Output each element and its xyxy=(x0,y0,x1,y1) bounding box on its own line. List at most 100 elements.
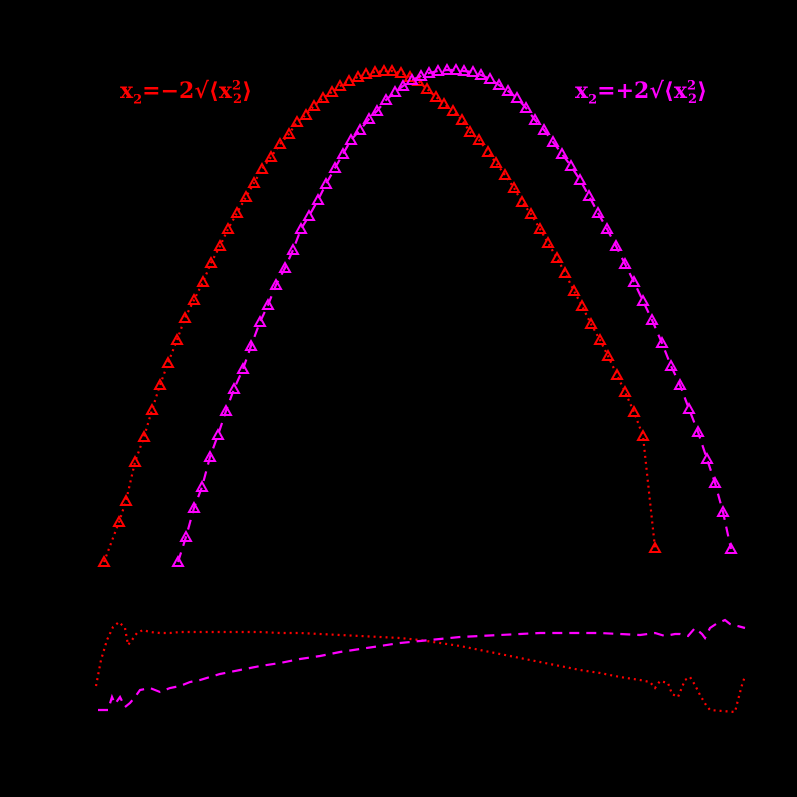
legend-plus-sub2: 2 xyxy=(688,92,698,108)
legend-plus-close: ⟩ xyxy=(697,78,708,104)
triangle-marker-icon xyxy=(137,429,151,442)
triangle-marker-icon xyxy=(319,176,333,189)
triangle-marker-icon xyxy=(515,194,529,207)
triangle-marker-icon xyxy=(593,332,607,345)
legend-plus: x2=+2√⟨x22⟩ xyxy=(575,78,707,107)
triangle-marker-icon xyxy=(498,167,512,180)
triangle-marker-icon xyxy=(524,206,538,219)
triangle-marker-icon xyxy=(437,96,451,109)
triangle-marker-icon xyxy=(664,358,678,371)
triangle-marker-icon xyxy=(328,160,342,173)
triangle-marker-icon xyxy=(627,274,641,287)
legend-minus-var: x xyxy=(120,78,134,104)
triangle-marker-icon xyxy=(501,83,515,96)
triangle-marker-icon xyxy=(388,84,402,97)
triangle-marker-icon xyxy=(307,98,321,111)
triangle-marker-icon xyxy=(255,161,269,174)
triangle-marker-icon xyxy=(278,260,292,273)
triangle-marker-icon xyxy=(555,146,569,159)
triangle-marker-icon xyxy=(230,205,244,218)
triangle-marker-icon xyxy=(655,335,669,348)
triangle-marker-icon xyxy=(336,146,350,159)
triangle-marker-icon xyxy=(396,78,410,91)
triangle-marker-icon xyxy=(344,132,358,145)
upper-series-line-1 xyxy=(176,68,733,563)
triangle-marker-icon xyxy=(507,180,521,193)
legend-plus-sub: 2 xyxy=(588,92,598,108)
triangle-marker-icon xyxy=(236,361,250,374)
triangle-marker-icon xyxy=(359,66,373,79)
triangle-marker-icon xyxy=(636,428,650,441)
triangle-marker-icon xyxy=(353,122,367,135)
lower-panel xyxy=(94,618,747,714)
triangle-marker-icon xyxy=(247,175,261,188)
triangle-marker-icon xyxy=(145,402,159,415)
triangle-marker-icon xyxy=(368,64,382,77)
triangle-marker-icon xyxy=(362,111,376,124)
triangle-marker-icon xyxy=(481,144,495,157)
upper-series-line-0 xyxy=(102,69,657,563)
triangle-marker-icon xyxy=(211,427,225,440)
triangle-marker-icon xyxy=(342,73,356,86)
triangle-marker-icon xyxy=(171,554,185,567)
triangle-marker-icon xyxy=(648,540,662,553)
triangle-marker-icon xyxy=(600,221,614,234)
triangle-marker-icon xyxy=(299,107,313,120)
triangle-marker-icon xyxy=(455,112,469,125)
triangle-marker-icon xyxy=(457,63,471,76)
triangle-marker-icon xyxy=(385,63,399,76)
triangle-marker-icon xyxy=(645,312,659,325)
triangle-marker-icon xyxy=(440,62,454,75)
triangle-marker-icon xyxy=(431,63,445,76)
triangle-marker-icon xyxy=(537,122,551,135)
triangle-marker-icon xyxy=(405,72,419,85)
triangle-marker-icon xyxy=(187,292,201,305)
triangle-marker-icon xyxy=(474,67,488,80)
triangle-marker-icon xyxy=(261,297,275,310)
triangle-marker-icon xyxy=(128,454,142,467)
lower-series-line-0 xyxy=(94,620,747,714)
triangle-marker-icon xyxy=(446,103,460,116)
triangle-marker-icon xyxy=(466,64,480,77)
triangle-marker-icon xyxy=(682,401,696,414)
legend-plus-sup: 2 xyxy=(686,78,697,94)
triangle-marker-icon xyxy=(213,238,227,251)
triangle-marker-icon xyxy=(519,100,533,113)
triangle-marker-icon xyxy=(203,449,217,462)
triangle-marker-icon xyxy=(584,316,598,329)
triangle-marker-icon xyxy=(112,514,126,527)
triangle-marker-icon xyxy=(178,310,192,323)
triangle-marker-icon xyxy=(294,221,308,234)
triangle-marker-icon xyxy=(449,62,463,75)
triangle-marker-icon xyxy=(179,529,193,542)
triangle-marker-icon xyxy=(489,155,503,168)
triangle-marker-icon xyxy=(302,208,316,221)
triangle-marker-icon xyxy=(273,136,287,149)
triangle-marker-icon xyxy=(573,172,587,185)
triangle-marker-icon xyxy=(221,221,235,234)
legend-minus: x2=−2√⟨x22⟩ xyxy=(120,78,252,107)
triangle-marker-icon xyxy=(528,112,542,125)
triangle-marker-icon xyxy=(463,124,477,137)
triangle-marker-icon xyxy=(161,355,175,368)
legend-plus-var: x xyxy=(575,78,589,104)
triangle-marker-icon xyxy=(422,65,436,78)
triangle-marker-icon xyxy=(429,89,443,102)
triangle-marker-icon xyxy=(377,63,391,76)
triangle-marker-icon xyxy=(97,554,111,567)
triangle-marker-icon xyxy=(567,283,581,296)
triangle-marker-icon xyxy=(253,314,267,327)
triangle-marker-icon xyxy=(601,348,615,361)
triangle-marker-icon xyxy=(239,189,253,202)
legend-plus-eq: =+2√⟨x xyxy=(597,78,687,104)
triangle-marker-icon xyxy=(546,134,560,147)
triangle-marker-icon xyxy=(673,377,687,390)
legend-minus-sup: 2 xyxy=(231,78,242,94)
triangle-marker-icon xyxy=(187,500,201,513)
triangle-marker-icon xyxy=(610,367,624,380)
triangle-marker-icon xyxy=(483,71,497,84)
triangle-marker-icon xyxy=(691,424,705,437)
triangle-marker-icon xyxy=(414,68,428,81)
triangle-marker-icon xyxy=(716,504,730,517)
